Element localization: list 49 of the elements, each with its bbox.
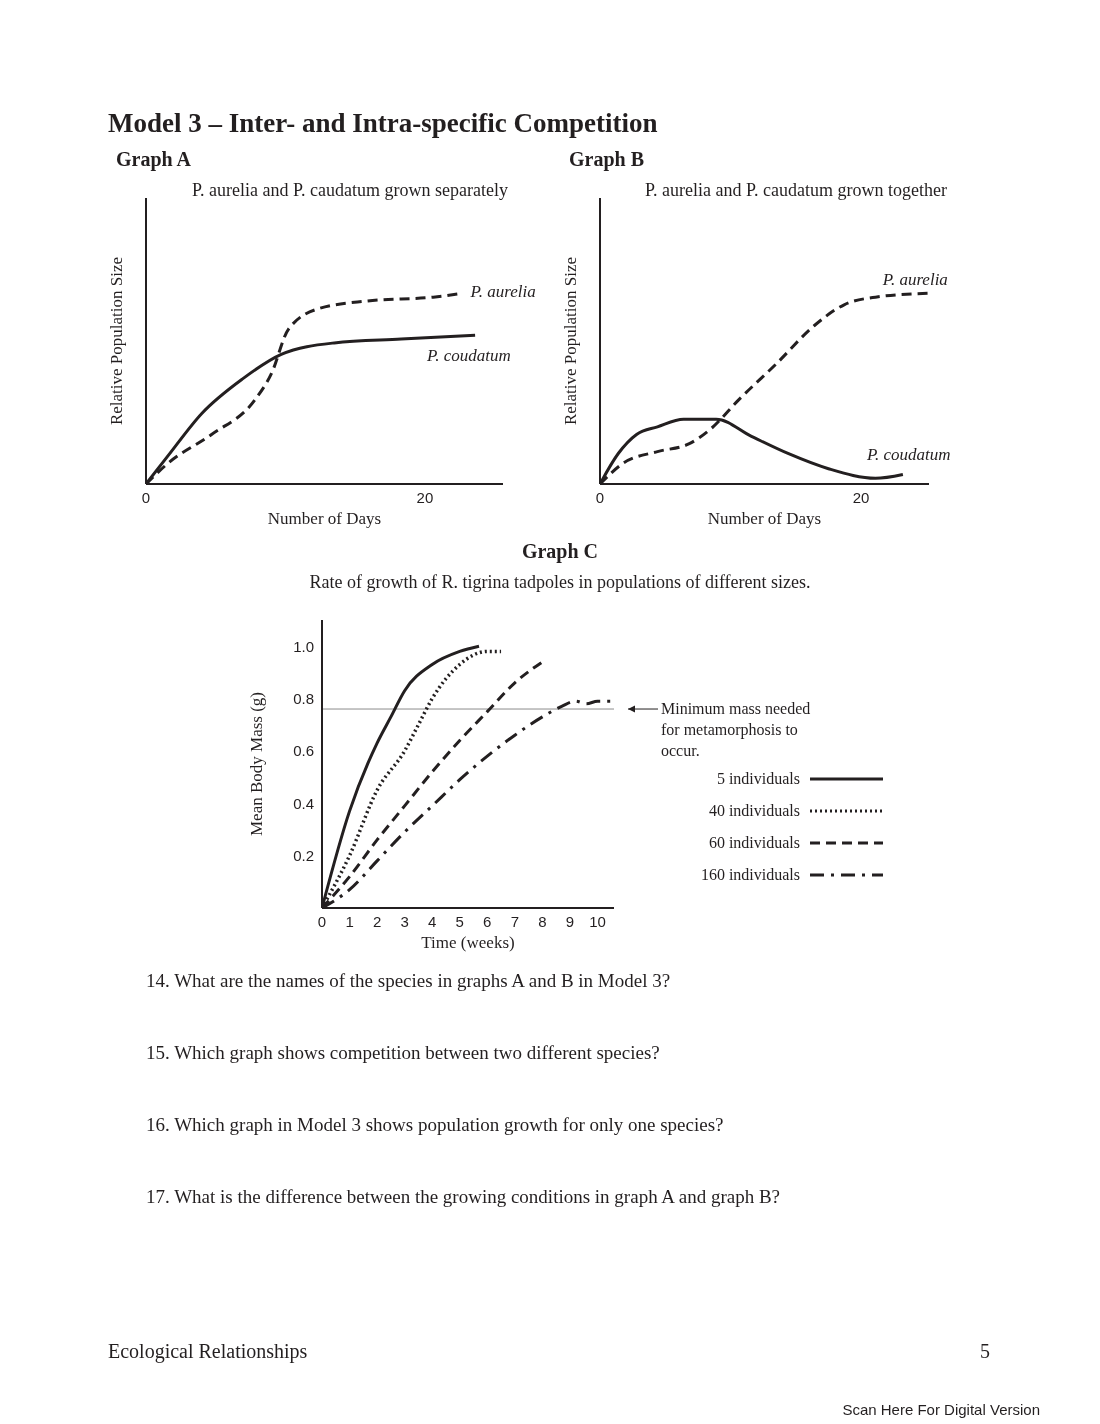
x-axis-title: Number of Days — [707, 509, 822, 528]
y-axis-title: Relative Population Size — [561, 256, 581, 426]
x-tick-label: 10 — [589, 912, 606, 930]
series-label: P. coudatum — [426, 346, 511, 366]
text: 16. Which graph in Model 3 shows population growth for only one species? — [146, 1114, 724, 1136]
chart-title: Graph A — [116, 148, 192, 171]
y-tick-label: 0.6 — [293, 742, 314, 760]
text: Model 3 – Inter- and Intra-specific Competition — [108, 108, 658, 139]
text: 17. What is the difference between the growing conditions in graph A and graph B? — [146, 1186, 781, 1208]
chart-subtitle: P. aurelia and P. caudatum grown separately — [192, 180, 508, 201]
text: Scan Here For Digital Version — [842, 1401, 1040, 1418]
y-tick-label: 0.2 — [293, 846, 314, 864]
x-tick-label: 0 — [595, 488, 605, 506]
ref-line-label: Minimum mass needed for metamorphosis to occur. — [661, 700, 811, 760]
y-tick-label: 1.0 — [293, 637, 314, 655]
x-tick-label: 4 — [428, 912, 437, 930]
legend-label: 60 individuals — [708, 834, 800, 852]
x-tick-label: 0 — [141, 488, 151, 506]
x-tick-label: 20 — [852, 488, 870, 506]
x-tick-label: 20 — [416, 488, 434, 506]
text: 15. Which graph shows competition between two different species? — [146, 1042, 660, 1064]
text: 5 — [980, 1340, 990, 1363]
x-tick-label: 2 — [372, 912, 382, 930]
chart-subtitle: P. aurelia and P. caudatum grown together — [645, 180, 947, 201]
x-tick-label: 8 — [538, 912, 547, 930]
y-axis-title: Mean Body Mass (g) — [247, 691, 267, 837]
x-tick-label: 9 — [565, 912, 575, 930]
legend-label: 40 individuals — [708, 802, 800, 820]
chart-title: Graph B — [569, 148, 645, 171]
x-tick-label: 5 — [455, 912, 464, 930]
series-label: P. aurelia — [881, 270, 948, 290]
series-label: P. aurelia — [469, 282, 536, 302]
chart-title: Graph C — [520, 540, 600, 563]
text: 14. What are the names of the species in graphs A and B in Model 3? — [146, 970, 671, 992]
x-tick-label: 6 — [483, 912, 492, 930]
legend-label: 160 individuals — [700, 866, 800, 884]
x-tick-label: 3 — [400, 912, 409, 930]
x-tick-label: 7 — [510, 912, 519, 930]
y-axis-title: Relative Population Size — [107, 256, 127, 426]
y-tick-label: 0.4 — [293, 794, 314, 812]
y-tick-label: 0.8 — [293, 689, 314, 707]
x-tick-label: 0 — [317, 912, 327, 930]
x-axis-title: Time (weeks) — [421, 933, 515, 952]
text: Ecological Relationships — [108, 1340, 308, 1363]
series-label: P. coudatum — [865, 445, 951, 465]
chart-subtitle: Rate of growth of R. tigrina tadpoles in populations of different sizes. — [308, 572, 812, 593]
legend-label: 5 individuals — [716, 770, 800, 788]
x-tick-label: 1 — [345, 912, 354, 930]
x-axis-title: Number of Days — [267, 509, 382, 528]
